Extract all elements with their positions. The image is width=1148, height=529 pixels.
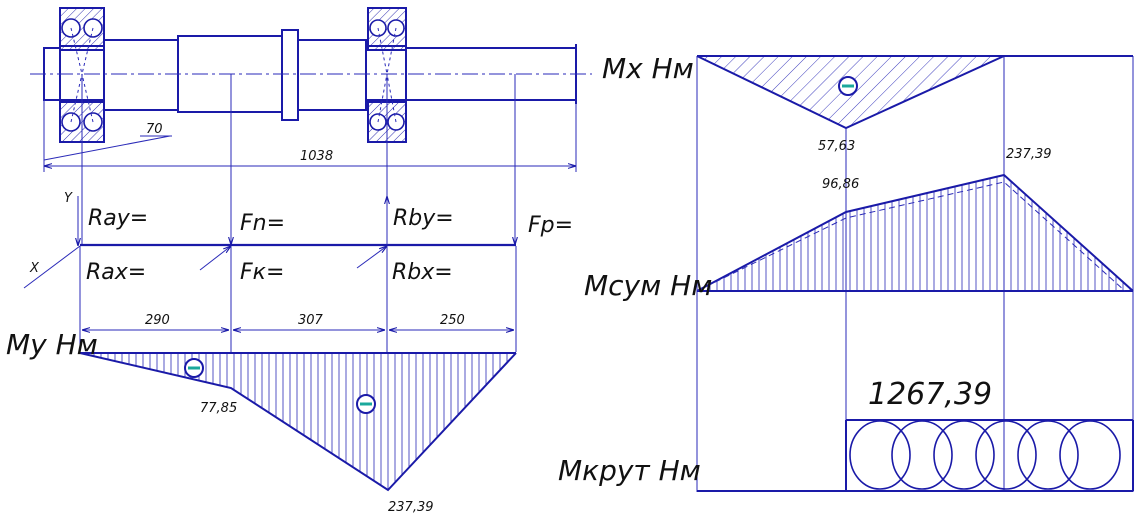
dim-290: 290 (145, 313, 170, 328)
force-ray: Ray= (88, 206, 148, 231)
dim-70: 70 (146, 122, 163, 137)
my-value-2: 237,39 (388, 500, 434, 515)
mkrut-value-1: 1267,39 (868, 377, 992, 412)
force-fk: Fк= (240, 260, 284, 285)
msum-value-2: 237,39 (1006, 147, 1052, 162)
minus-sign-icon (184, 358, 204, 378)
mkrut-diagram: 1267,39 Mкрут Нм (558, 377, 1134, 492)
shaft-step-1 (103, 39, 179, 111)
msum-label: Mсум Нм (584, 269, 712, 302)
my-label: My Нм (6, 328, 98, 361)
msum-diagram: Mсум Нм 96,86 237,39 (584, 147, 1134, 302)
minus-sign-icon (356, 394, 376, 414)
shaft-collar (281, 29, 299, 121)
left-bearing (59, 7, 105, 143)
my-diagram: My Нм 77,85 237,39 (6, 328, 517, 515)
dim-1038: 1038 (300, 149, 333, 164)
torque-coils (849, 420, 1121, 490)
shaft: 1038 70 (30, 7, 592, 172)
minus-sign-icon (838, 76, 858, 96)
axis-y-label: Y (64, 191, 73, 206)
force-fn: Fn= (240, 211, 285, 236)
mkrut-label: Mкрут Нм (558, 454, 701, 487)
mx-diagram: Mx Нм 57,63 (602, 52, 1133, 154)
force-fp: Fр= (528, 213, 573, 238)
my-value-1: 77,85 (200, 401, 237, 416)
force-rby: Rby= (393, 206, 454, 231)
msum-value-1: 96,86 (822, 177, 859, 192)
mx-label: Mx Нм (602, 52, 694, 85)
shaft-step-3 (297, 39, 367, 111)
axis-x-label: X (29, 261, 40, 276)
dim-250: 250 (440, 313, 465, 328)
force-rax: Rax= (86, 260, 146, 285)
force-rbx: Rbx= (392, 260, 453, 285)
dim-307: 307 (298, 313, 324, 328)
mx-value-1: 57,63 (818, 139, 855, 154)
load-scheme: Y X Ray= Rax= Fn= Fк= Rby= Rbx= Fр= 290 … (23, 74, 573, 352)
